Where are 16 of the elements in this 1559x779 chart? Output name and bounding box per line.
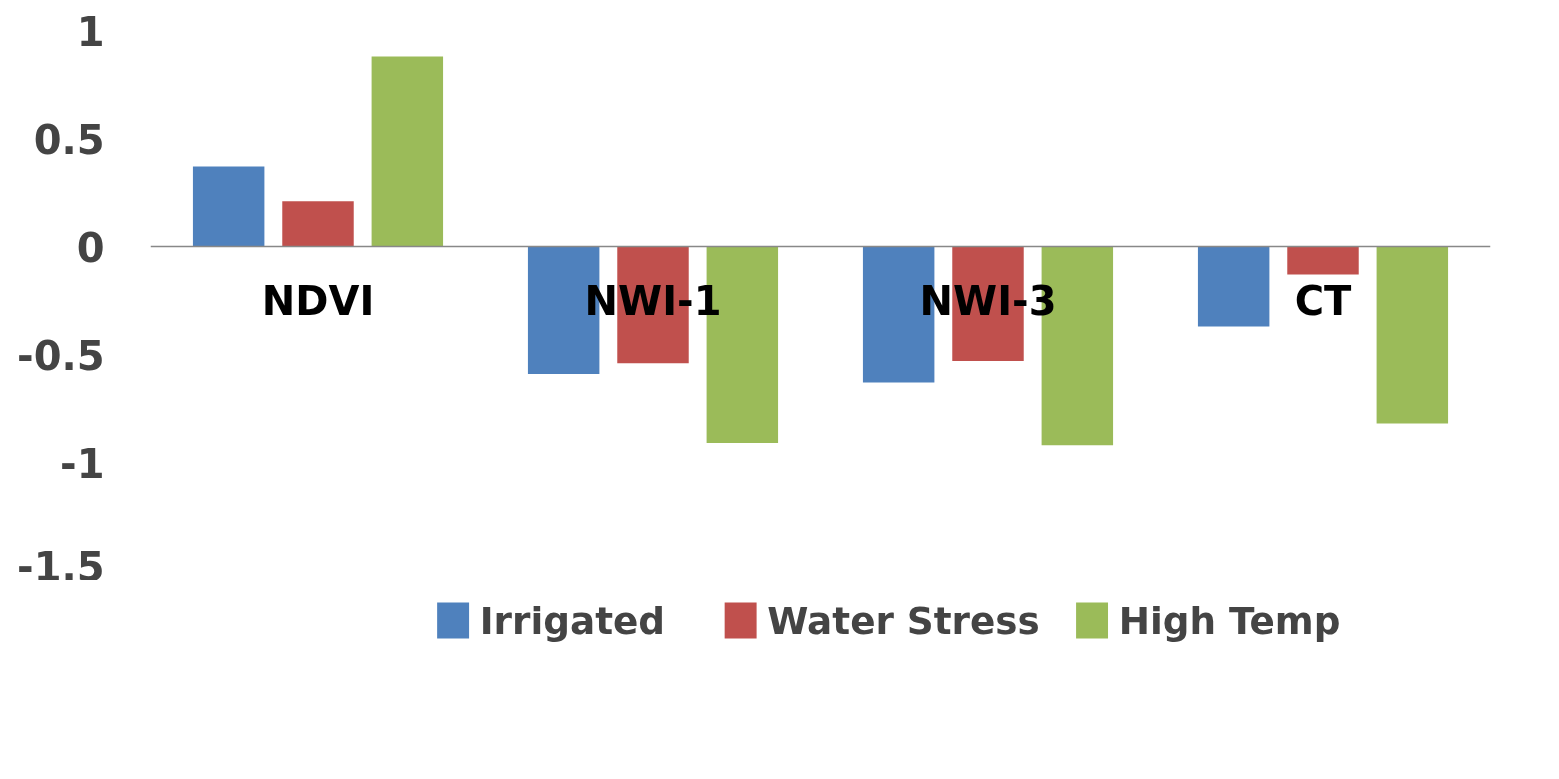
bar [371,56,444,247]
y-tick-label: -0.5 [17,332,105,379]
bar [1197,246,1270,327]
y-tick-label: 1 [76,8,105,55]
y-tick-label: 0 [76,224,105,271]
legend-label: Irrigated [479,598,666,643]
y-tick-label: 0.5 [33,116,105,163]
bar [1287,246,1359,275]
x-tick-label: CT [1294,277,1353,324]
y-tick-label: -1 [60,440,105,487]
legend-label: High Temp [1118,598,1341,643]
x-tick-label: NDVI [261,277,375,324]
bar [192,166,265,247]
bar [282,201,354,247]
legend-label: Water Stress [767,598,1040,643]
bar [1376,246,1449,424]
